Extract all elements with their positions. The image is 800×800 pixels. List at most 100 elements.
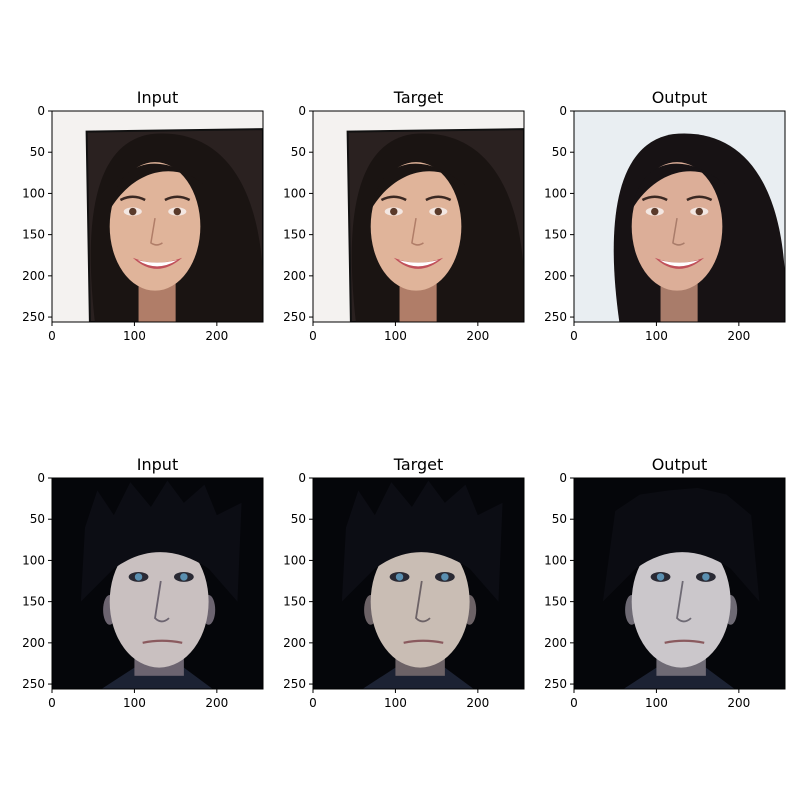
y-tick-label: 100 (544, 553, 567, 567)
y-tick-label: 150 (544, 228, 567, 242)
y-tick-label: 200 (283, 636, 306, 650)
image-4 (52, 478, 263, 689)
y-tick-label: 200 (22, 269, 45, 283)
nose (150, 218, 163, 246)
panel-title: Target (393, 455, 444, 474)
x-tick-label: 0 (48, 329, 56, 343)
eyebrow (686, 195, 713, 202)
nose (411, 218, 424, 246)
panel-2: Target 0 100 200 0 50 100 150 200 250 (283, 88, 525, 343)
y-tick-label: 150 (283, 595, 306, 609)
y-tick-label: 100 (544, 186, 567, 200)
eyebrow (641, 195, 668, 202)
image-2 (313, 111, 524, 322)
x-tick-label: 200 (205, 696, 228, 710)
axes-frame (573, 477, 786, 690)
axes-frame (51, 477, 264, 690)
nose (672, 218, 685, 246)
y-tick-label: 50 (30, 512, 45, 526)
teeth (137, 260, 178, 267)
y-tick-label: 200 (544, 269, 567, 283)
face (370, 535, 470, 668)
teeth (398, 260, 439, 267)
x-tick-label: 0 (570, 696, 578, 710)
y-tick-label: 150 (544, 595, 567, 609)
nose (676, 580, 692, 623)
eye-iris (441, 573, 449, 581)
axes-frame (312, 110, 525, 323)
x-tick-label: 100 (384, 696, 407, 710)
axes-frame (312, 477, 525, 690)
eye-iris (434, 207, 442, 216)
collar (362, 667, 474, 689)
eye-iris (134, 573, 143, 581)
y-tick-label: 150 (22, 228, 45, 242)
eye-iris (695, 207, 703, 216)
x-tick-label: 200 (727, 696, 750, 710)
x-tick-label: 200 (205, 329, 228, 343)
y-tick-label: 0 (37, 471, 45, 485)
panel-5: Target 0 100 200 0 50 100 150 200 250 (283, 455, 525, 710)
eyebrow (164, 195, 191, 202)
y-tick-label: 50 (552, 512, 567, 526)
eyebrow (380, 195, 407, 202)
y-tick-label: 50 (552, 145, 567, 159)
panel-6: Output 0 100 200 0 50 100 150 200 250 (544, 455, 786, 710)
y-tick-label: 150 (283, 228, 306, 242)
collar (101, 667, 213, 689)
panel-title: Output (652, 455, 708, 474)
panel-3: Output 0 100 200 0 50 100 150 200 250 (544, 88, 786, 343)
image-6 (574, 478, 785, 689)
y-tick-label: 50 (291, 145, 306, 159)
y-tick-label: 0 (559, 471, 567, 485)
x-tick-label: 100 (645, 696, 668, 710)
panel-title: Input (137, 455, 178, 474)
y-tick-label: 250 (22, 677, 45, 691)
y-tick-label: 150 (22, 595, 45, 609)
fringe (370, 163, 466, 210)
eye-iris (656, 573, 665, 581)
axes-frame (573, 110, 786, 323)
hair (80, 480, 242, 602)
eye-iris (390, 207, 398, 216)
fringe (109, 163, 205, 210)
face (631, 535, 731, 668)
y-tick-label: 0 (37, 104, 45, 118)
y-tick-label: 50 (30, 145, 45, 159)
eye-iris (651, 207, 659, 216)
y-tick-label: 250 (544, 310, 567, 324)
y-tick-label: 200 (283, 269, 306, 283)
x-tick-label: 100 (645, 329, 668, 343)
nose (415, 580, 431, 623)
eyebrow (119, 195, 146, 202)
collar (623, 667, 735, 689)
panel-title: Target (393, 88, 444, 107)
panel-4: Input 0 100 200 0 50 100 150 200 250 (22, 455, 264, 710)
y-tick-label: 100 (22, 553, 45, 567)
nose (154, 580, 170, 623)
y-tick-label: 100 (283, 186, 306, 200)
x-tick-label: 200 (727, 329, 750, 343)
y-tick-label: 0 (298, 471, 306, 485)
panel-title: Input (137, 88, 178, 107)
x-tick-label: 100 (123, 329, 146, 343)
face (370, 162, 462, 291)
eye-iris (173, 207, 181, 216)
x-tick-label: 200 (466, 329, 489, 343)
x-tick-label: 200 (466, 696, 489, 710)
panel-title: Output (652, 88, 708, 107)
mouth (403, 639, 444, 644)
y-tick-label: 250 (544, 677, 567, 691)
face (109, 535, 209, 668)
teeth (659, 260, 700, 267)
eye-iris (180, 573, 188, 581)
mouth (664, 639, 705, 644)
face (109, 162, 201, 291)
panel-1: Input 0 100 200 0 50 100 150 200 250 (22, 88, 264, 343)
y-tick-label: 250 (22, 310, 45, 324)
x-tick-label: 0 (48, 696, 56, 710)
face (631, 162, 723, 291)
hair (341, 480, 503, 602)
x-tick-label: 0 (309, 696, 317, 710)
